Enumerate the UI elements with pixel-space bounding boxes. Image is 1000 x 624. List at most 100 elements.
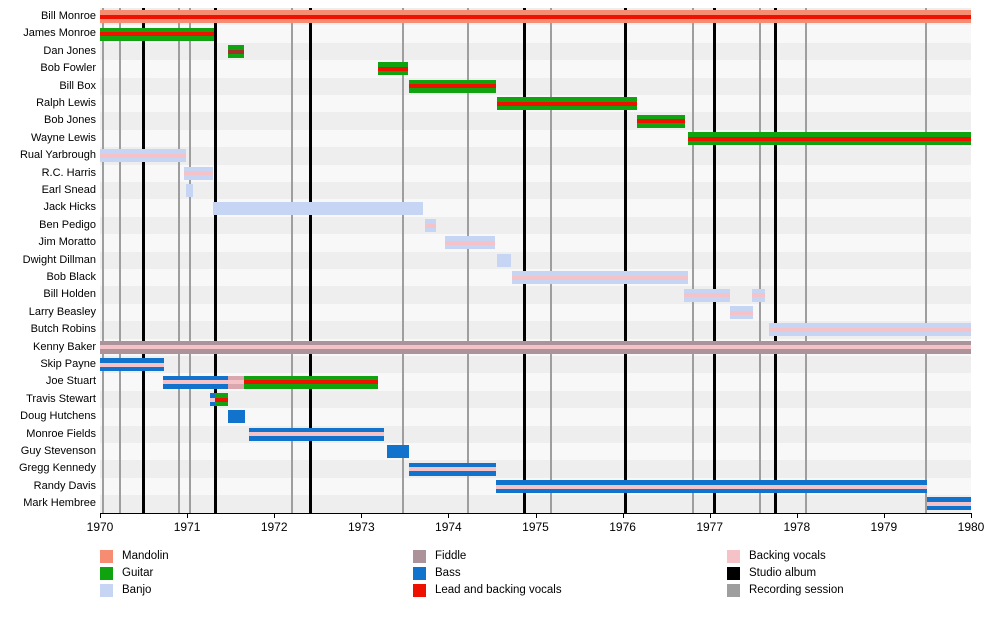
bar-guitar (637, 114, 686, 128)
member-label: Butch Robins (30, 323, 96, 336)
bar-bass (386, 445, 410, 459)
legend-swatch-lead_vocals (413, 584, 426, 597)
bar-mandolin (100, 10, 971, 24)
axis-line (100, 512, 972, 514)
legend-swatch-bass (413, 567, 426, 580)
axis-tick (361, 513, 363, 518)
legend-label: Studio album (749, 567, 817, 579)
axis-tick-label: 1971 (173, 519, 201, 534)
legend-swatch-fiddle (413, 550, 426, 563)
legend-label: Lead and backing vocals (435, 584, 562, 596)
bar-banjo (186, 184, 194, 198)
member-label: Bob Jones (44, 114, 96, 127)
row-stripe (100, 216, 971, 235)
row-stripe (100, 460, 971, 478)
bar-banjo (497, 253, 512, 267)
axis-tick (448, 513, 450, 518)
row-stripe (100, 42, 971, 61)
row-stripe (100, 390, 971, 409)
axis-tick-label: 1977 (696, 519, 724, 534)
backing-vocals-stripe (100, 345, 971, 350)
axis-tick (187, 513, 189, 518)
studio-album-line (522, 8, 526, 513)
studio-album-line (214, 8, 218, 513)
bar-banjo (184, 166, 214, 180)
backing-vocals-stripe (424, 223, 437, 228)
lead-vocals-stripe (687, 136, 971, 141)
member-label: Jim Moratto (38, 236, 96, 249)
backing-vocals-stripe (409, 467, 497, 472)
lead-vocals-stripe (100, 32, 215, 37)
legend-label: Bass (435, 567, 461, 579)
backing-vocals-stripe (162, 380, 229, 385)
member-label: R.C. Harris (41, 166, 96, 179)
legend-swatch-guitar (100, 567, 113, 580)
member-label: Bill Box (59, 79, 96, 92)
bar-bass (927, 497, 971, 511)
bar-guitar (214, 393, 229, 406)
recording-session-line (924, 8, 927, 513)
member-label: Guy Stevenson (20, 445, 96, 457)
backing-vocals-stripe (684, 293, 730, 298)
bar-banjo (729, 306, 754, 319)
member-label: Bob Fowler (40, 62, 96, 75)
recording-session-line (188, 8, 191, 513)
bar-bass (209, 393, 215, 406)
row-stripe (100, 303, 971, 322)
axis-tick-label: 1980 (957, 519, 985, 534)
backing-vocals-stripe (751, 293, 766, 298)
legend-label: Mandolin (122, 550, 169, 562)
recording-session-line (550, 8, 553, 513)
axis-tick (274, 513, 276, 518)
row-stripe (100, 286, 971, 304)
studio-album-line (713, 8, 717, 513)
axis-tick-label: 1978 (783, 519, 811, 534)
row-stripe (100, 60, 971, 78)
recording-session-line (291, 8, 294, 513)
studio-album-line (309, 8, 313, 513)
backing-vocals-stripe (768, 327, 971, 332)
member-label: Larry Beasley (28, 305, 96, 318)
recording-session-line (178, 8, 181, 513)
row-stripe (100, 25, 971, 43)
axis-tick (622, 513, 624, 518)
legend-swatch-recording_session (727, 584, 740, 597)
bar-bass (409, 462, 497, 476)
lead-vocals-stripe (100, 14, 971, 19)
lead-vocals-stripe (243, 380, 378, 385)
legend-label: Recording session (749, 584, 844, 596)
legend-swatch-banjo (100, 584, 113, 597)
row-stripe (100, 251, 971, 269)
axis-tick-label: 1972 (260, 519, 288, 534)
bar-bass (248, 427, 384, 441)
row-stripe (100, 182, 971, 200)
axis-tick-label: 1970 (86, 519, 114, 534)
recording-session-line (467, 8, 470, 513)
bar-guitar (497, 97, 637, 111)
axis-tick-label: 1973 (347, 519, 375, 534)
bar-bass (496, 480, 927, 493)
member-label: Joe Stuart (45, 375, 96, 388)
member-label: Randy Davis (33, 479, 96, 492)
member-label: Doug Hutchens (20, 410, 96, 423)
bar-banjo (444, 236, 496, 250)
bar-fiddle (100, 340, 971, 354)
legend-label: Fiddle (435, 550, 467, 562)
recording-session-line (759, 8, 762, 513)
row-stripe (100, 425, 971, 443)
row-stripe (100, 234, 971, 252)
bar-banjo (213, 201, 424, 215)
bar-banjo (424, 219, 437, 232)
bar-guitar (687, 132, 971, 145)
member-label: Bill Monroe (40, 10, 96, 22)
bar-banjo (768, 323, 971, 337)
bar-guitar (100, 27, 215, 41)
lead-vocals-stripe (409, 84, 497, 89)
member-label: Monroe Fields (26, 427, 96, 440)
bar-guitar (228, 45, 244, 58)
backing-vocals-stripe (496, 484, 927, 489)
member-label: Mark Hembree (23, 497, 96, 510)
lead-vocals-stripe (497, 101, 637, 106)
member-label: James Monroe (23, 27, 96, 40)
member-label: Ben Pedigo (39, 218, 96, 231)
